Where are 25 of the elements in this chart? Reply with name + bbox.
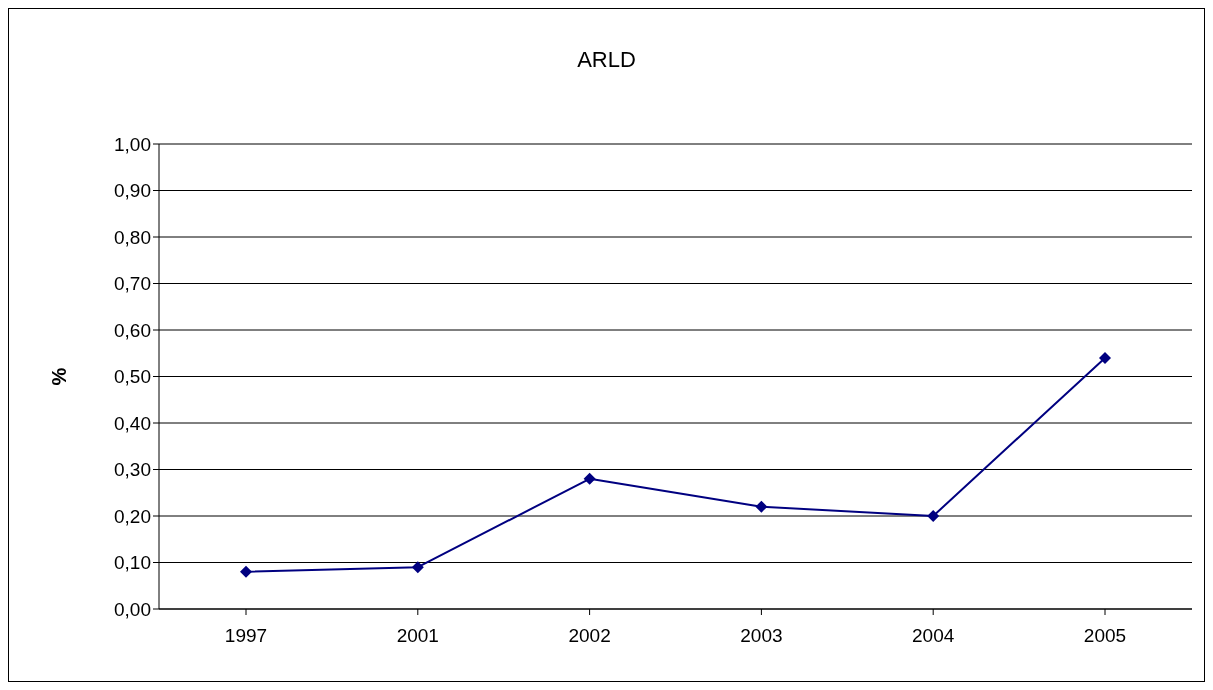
y-tick-label: 0,70 [114,273,151,295]
y-tick-label: 0,20 [114,505,151,527]
x-tick-label: 2003 [740,625,783,647]
y-tick-label: 1,00 [114,133,151,155]
y-tick-label: 0,60 [114,319,151,341]
point [755,500,768,513]
y-tick-label: 0,80 [114,226,151,248]
point [1099,351,1111,364]
point [583,472,596,485]
point [240,565,252,578]
y-tick-label: 0,50 [114,366,151,388]
x-tick-label: 2004 [912,625,955,647]
point [927,510,940,522]
x-tick-label: 2005 [1083,625,1127,647]
y-tick-label: 0,40 [114,412,151,434]
x-tick-label: 2001 [396,625,439,647]
point [411,561,424,574]
y-tick-label: 0,30 [114,459,151,481]
y-tick-label: 0,90 [114,180,151,202]
y-axis-title: % [48,367,71,386]
x-tick-label: 2002 [568,625,611,647]
chart-title: ARLD [576,47,637,73]
x-tick-label: 1997 [224,625,268,647]
y-tick-label: 0,00 [114,598,151,620]
y-tick-label: 0,10 [114,552,151,574]
